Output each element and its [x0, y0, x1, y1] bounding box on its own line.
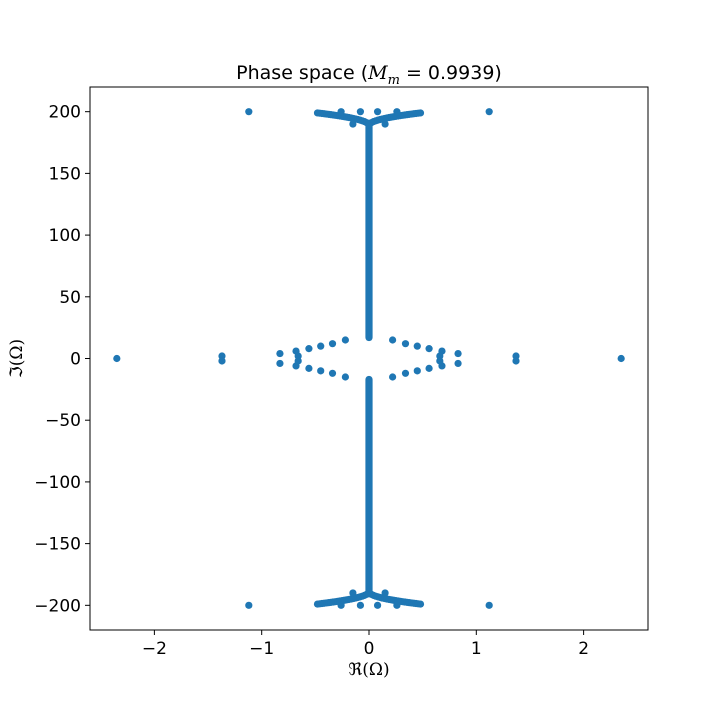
data-point — [328, 340, 337, 348]
data-point — [393, 601, 401, 609]
data-point — [245, 601, 253, 609]
data-point — [113, 354, 121, 363]
y-axis: −200 −150 −100 −50 0 50 100 150 200 — [34, 103, 90, 616]
data-point — [276, 349, 284, 358]
y-axis-label: ℑ(Ω) — [7, 339, 27, 378]
data-point — [389, 336, 397, 344]
y-tick-label: −50 — [45, 411, 81, 431]
x-tick-label: −1 — [249, 639, 274, 659]
data-point — [381, 120, 389, 128]
y-tick-label: 200 — [49, 103, 81, 123]
data-point — [512, 357, 520, 365]
data-point — [373, 601, 382, 609]
data-point — [349, 120, 357, 128]
data-point — [317, 367, 325, 375]
y-tick-label: −150 — [34, 535, 81, 555]
data-point — [328, 369, 337, 377]
data-point — [413, 367, 421, 375]
data-point — [356, 601, 365, 609]
data-point — [454, 359, 462, 368]
data-point — [276, 359, 284, 368]
data-point — [413, 342, 421, 350]
y-tick-label: 100 — [49, 226, 81, 246]
data-point — [218, 357, 226, 365]
data-point — [356, 108, 365, 116]
chart-title: Phase space (Mm = 0.9939) — [236, 62, 502, 88]
data-point — [337, 108, 345, 116]
data-point — [317, 342, 325, 350]
chart-title-prefix: Phase space ( — [236, 62, 368, 84]
data-point — [337, 601, 345, 609]
chart-title-rest: = 0.9939) — [400, 62, 502, 84]
data-point — [416, 600, 425, 608]
data-point — [294, 352, 302, 360]
data-point — [425, 345, 433, 353]
data-point — [416, 109, 425, 117]
data-point — [393, 108, 401, 116]
data-point — [373, 108, 382, 116]
chart-title-subscript: m — [388, 73, 400, 88]
x-tick-label: −2 — [142, 639, 167, 659]
data-point — [341, 336, 349, 344]
y-tick-label: −200 — [34, 596, 81, 616]
data-point — [436, 357, 444, 365]
x-axis-label: ℜ(Ω) — [348, 660, 389, 680]
data-point — [349, 589, 357, 597]
data-point — [245, 108, 253, 116]
data-point — [485, 601, 493, 609]
y-tick-label: 150 — [49, 164, 81, 184]
data-point — [401, 369, 410, 377]
data-point — [313, 600, 322, 608]
data-point — [425, 364, 433, 372]
x-axis: −2 −1 0 1 2 — [142, 630, 589, 659]
chart-title-math: M — [367, 62, 388, 84]
data-point — [305, 345, 313, 353]
y-tick-label: 0 — [70, 350, 81, 370]
data-point — [381, 589, 389, 597]
data-point — [313, 109, 322, 117]
data-point-column — [365, 375, 373, 597]
data-point — [305, 364, 313, 372]
data-point — [294, 357, 302, 365]
data-point — [512, 352, 520, 360]
data-point — [436, 352, 444, 360]
data-point — [341, 373, 349, 381]
data-points — [113, 108, 625, 609]
data-point — [401, 340, 410, 348]
data-point-column — [365, 120, 373, 342]
x-tick-label: 2 — [578, 639, 589, 659]
x-tick-label: 0 — [364, 639, 375, 659]
data-point — [218, 352, 226, 360]
data-point — [454, 349, 462, 358]
data-point — [485, 108, 493, 116]
y-tick-label: −100 — [34, 473, 81, 493]
y-tick-label: 50 — [59, 288, 81, 308]
data-point — [617, 354, 625, 363]
x-tick-label: 1 — [471, 639, 482, 659]
data-point — [389, 373, 397, 381]
